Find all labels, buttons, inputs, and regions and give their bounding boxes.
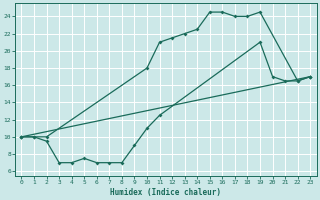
X-axis label: Humidex (Indice chaleur): Humidex (Indice chaleur) [110, 188, 221, 197]
